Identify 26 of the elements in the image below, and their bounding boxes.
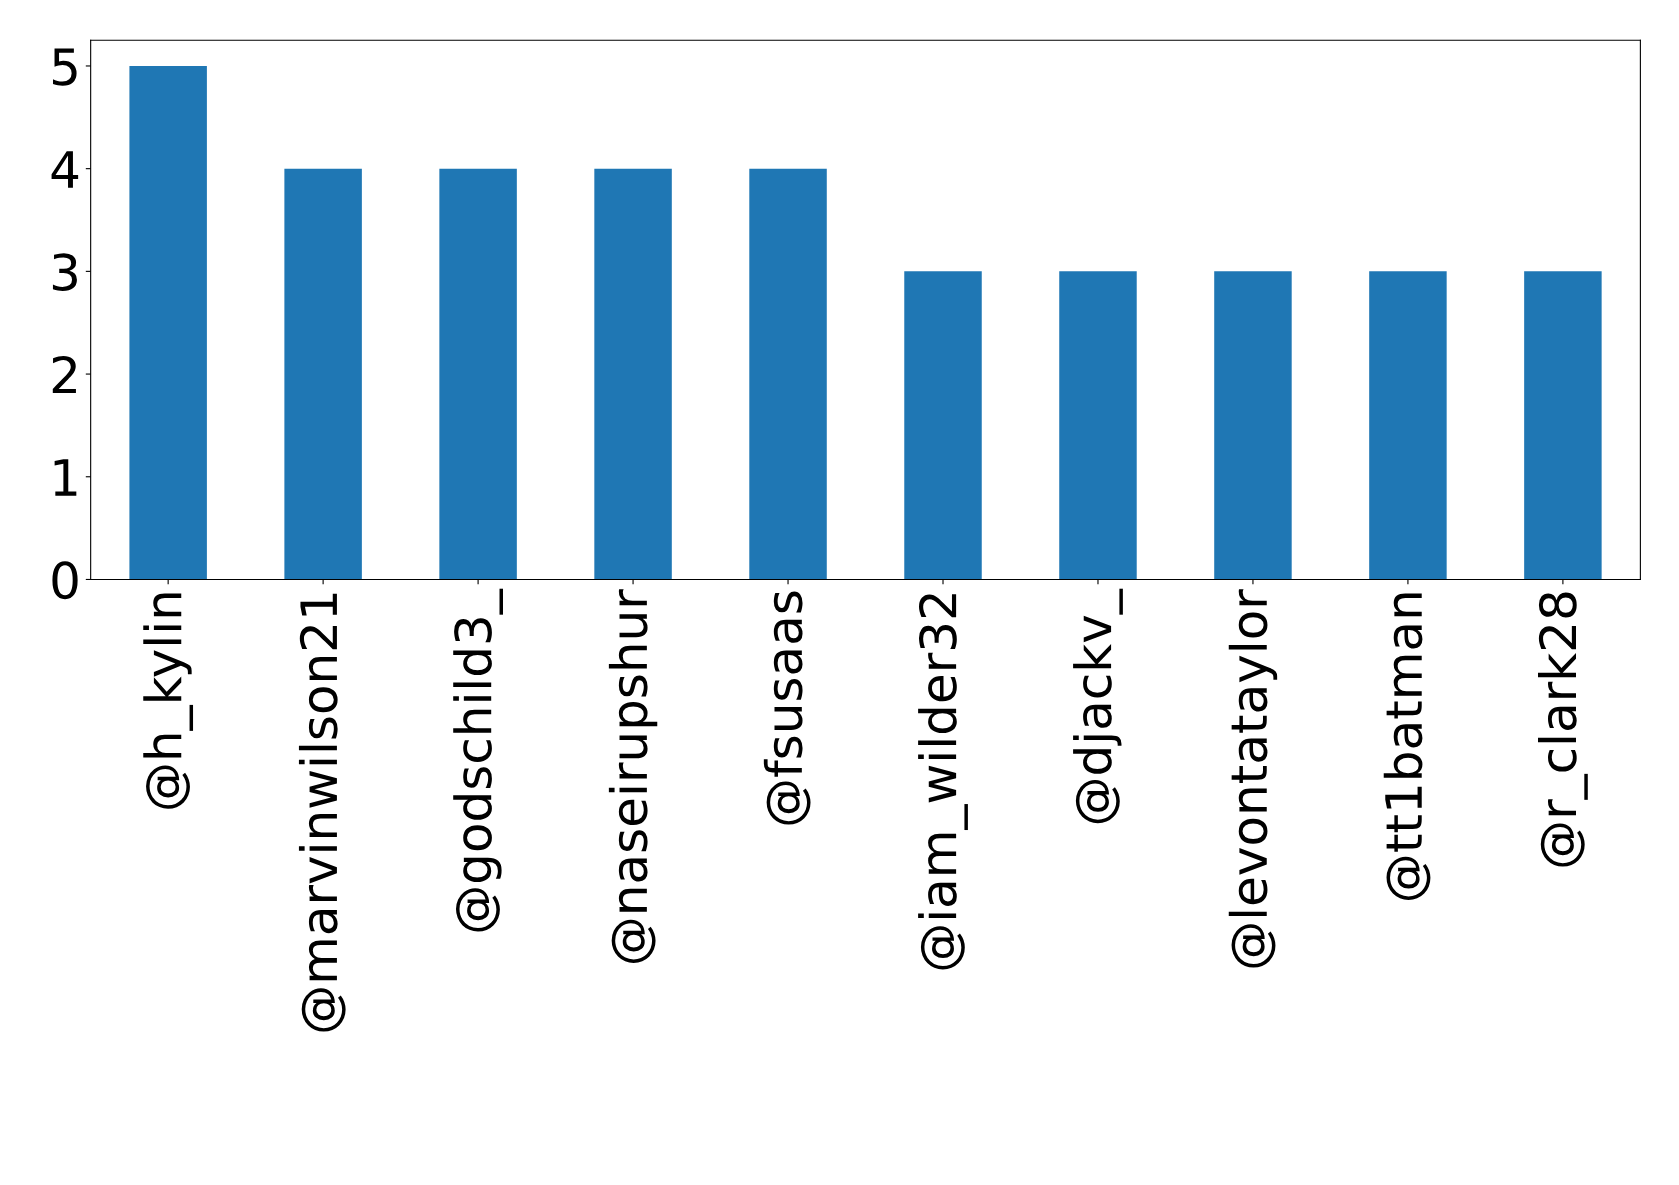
y-tick-label: 5 [52, 48, 77, 86]
x-tick-label: @fsusaas [763, 591, 811, 825]
x-tick-label: @naseirupshur [608, 589, 658, 963]
bar [749, 168, 827, 580]
y-tick-label: 3 [52, 253, 77, 292]
y-tick-label: 0 [52, 561, 78, 600]
bar [1369, 271, 1447, 580]
bar [1214, 271, 1292, 580]
bar [129, 65, 207, 580]
y-tick-label: 4 [51, 151, 79, 188]
bar [284, 168, 362, 580]
bar [1524, 271, 1602, 580]
x-tick-label: @djackv_ [1073, 588, 1123, 824]
x-tick-label: @h_kylin [143, 593, 194, 809]
y-tick-label: 1 [54, 459, 77, 496]
bar [1059, 271, 1137, 580]
x-tick-label: @marvinwilson21 [298, 593, 346, 1032]
x-tick-label: @iam_wilder32 [918, 594, 968, 970]
x-tick-label: @godschild3_ [453, 588, 503, 932]
bar [904, 271, 982, 580]
bar [439, 168, 517, 580]
y-tick-label: 2 [52, 355, 76, 394]
x-tick-label: @r_clark28 [1538, 592, 1588, 867]
x-tick-label: @levontataylor [1228, 589, 1278, 968]
x-tick-label: @tt1batman [1383, 593, 1431, 900]
bar [594, 168, 672, 580]
